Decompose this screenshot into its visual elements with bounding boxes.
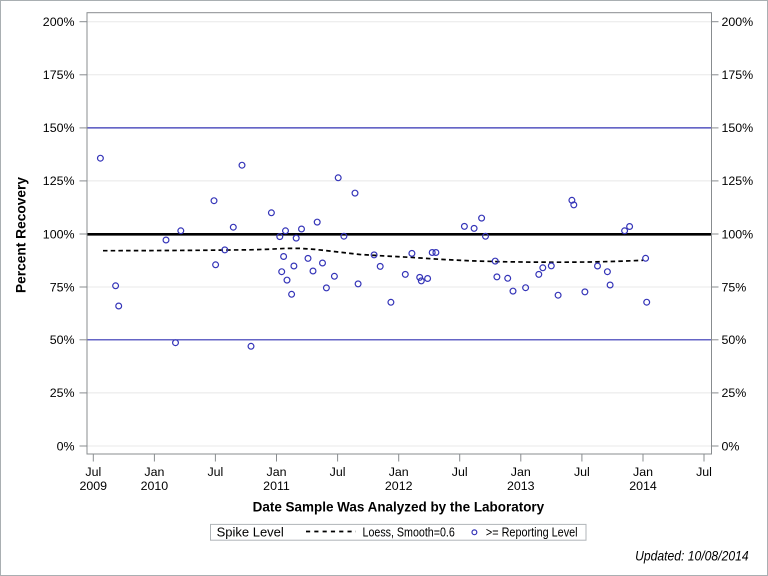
svg-text:200%: 200%	[43, 15, 75, 29]
svg-text:175%: 175%	[722, 68, 754, 82]
svg-text:Jan: Jan	[267, 465, 287, 479]
svg-text:Loess, Smooth=0.6: Loess, Smooth=0.6	[363, 525, 455, 540]
svg-text:75%: 75%	[722, 280, 747, 294]
svg-text:200%: 200%	[722, 15, 754, 29]
svg-text:125%: 125%	[722, 174, 754, 188]
svg-text:Spike Level: Spike Level	[217, 525, 284, 540]
svg-text:2012: 2012	[385, 479, 413, 493]
svg-text:125%: 125%	[43, 174, 75, 188]
svg-text:50%: 50%	[50, 333, 75, 347]
svg-text:Jan: Jan	[389, 465, 409, 479]
svg-text:Jul: Jul	[85, 465, 101, 479]
svg-text:Jul: Jul	[696, 465, 712, 479]
svg-text:Jul: Jul	[574, 465, 590, 479]
svg-text:175%: 175%	[43, 68, 75, 82]
svg-text:Jan: Jan	[511, 465, 531, 479]
svg-text:2013: 2013	[507, 479, 535, 493]
svg-text:0%: 0%	[57, 439, 75, 453]
svg-text:25%: 25%	[50, 386, 75, 400]
svg-text:150%: 150%	[43, 121, 75, 135]
svg-text:50%: 50%	[722, 333, 747, 347]
svg-text:Percent Recovery: Percent Recovery	[14, 177, 29, 293]
svg-text:>= Reporting Level: >= Reporting Level	[486, 525, 578, 540]
svg-text:2011: 2011	[263, 479, 290, 493]
svg-text:Jul: Jul	[207, 465, 223, 479]
svg-text:Date Sample Was Analyzed by th: Date Sample Was Analyzed by the Laborato…	[253, 499, 545, 514]
svg-text:Jul: Jul	[452, 465, 468, 479]
svg-text:25%: 25%	[722, 386, 747, 400]
svg-text:100%: 100%	[722, 227, 754, 241]
svg-text:Jan: Jan	[144, 465, 164, 479]
svg-text:150%: 150%	[722, 121, 754, 135]
svg-text:75%: 75%	[50, 280, 75, 294]
svg-text:Jul: Jul	[330, 465, 346, 479]
svg-text:Jan: Jan	[633, 465, 653, 479]
svg-text:2010: 2010	[141, 479, 169, 493]
svg-text:0%: 0%	[722, 439, 740, 453]
svg-text:2009: 2009	[80, 479, 108, 493]
svg-text:2014: 2014	[629, 479, 657, 493]
svg-text:Updated: 10/08/2014: Updated: 10/08/2014	[635, 547, 749, 563]
svg-text:100%: 100%	[43, 227, 75, 241]
